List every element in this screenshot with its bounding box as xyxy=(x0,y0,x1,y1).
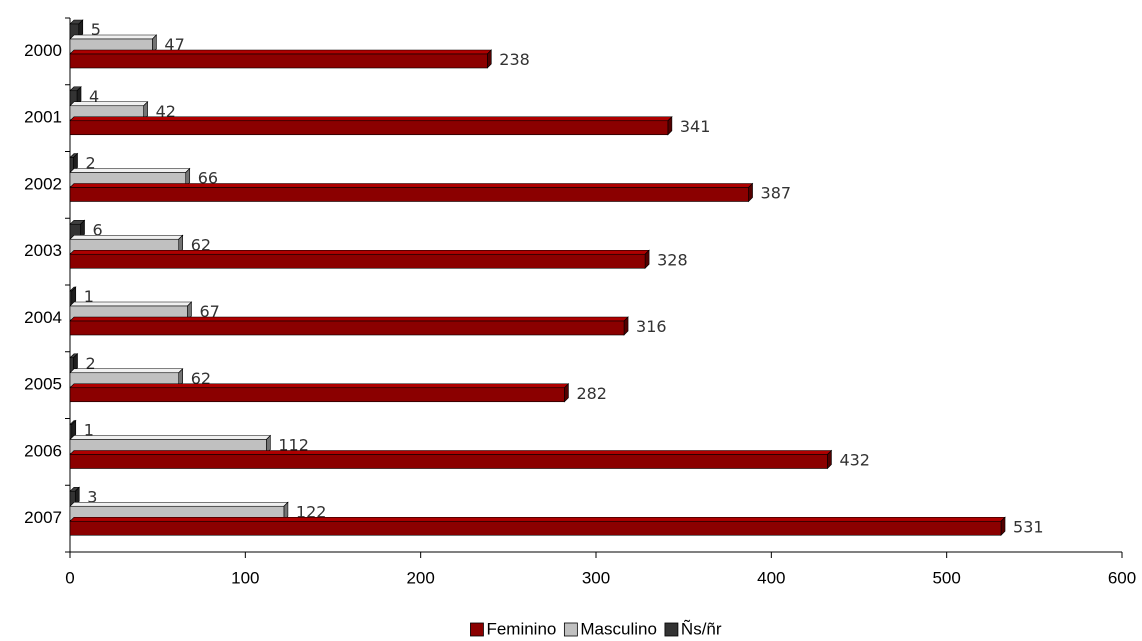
bar-top xyxy=(69,435,272,440)
bar-group xyxy=(69,19,84,39)
bar-group xyxy=(69,116,673,136)
data-label: 122 xyxy=(296,502,327,521)
x-tick-label: 0 xyxy=(65,568,74,587)
bar-group xyxy=(69,101,149,121)
data-label: 62 xyxy=(191,235,211,254)
bar-group xyxy=(69,182,754,203)
data-label: 387 xyxy=(761,184,792,203)
y-tick-label: 2004 xyxy=(24,308,62,327)
data-label: 316 xyxy=(636,317,667,336)
data-label: 238 xyxy=(499,50,530,69)
bar-group xyxy=(69,167,191,188)
bar xyxy=(69,387,565,403)
bar-top xyxy=(69,234,184,240)
bar-top xyxy=(69,516,1006,522)
bar xyxy=(69,320,625,336)
data-label: 282 xyxy=(576,384,607,403)
bar-group xyxy=(69,419,77,440)
bar-top xyxy=(69,168,191,173)
data-label: 6 xyxy=(93,220,103,239)
data-label: 1 xyxy=(84,421,94,440)
data-label: 66 xyxy=(198,169,218,188)
x-tick-label: 100 xyxy=(231,568,259,587)
y-tick-label: 2001 xyxy=(24,108,62,127)
legend-label: Ñs/ñr xyxy=(681,619,722,638)
bar-group xyxy=(69,49,493,69)
data-label: 1 xyxy=(84,287,94,306)
bar-top xyxy=(69,383,570,389)
bar-group xyxy=(69,353,79,373)
bar-top xyxy=(69,368,184,374)
y-tick-label: 2005 xyxy=(24,375,62,394)
bar-group xyxy=(69,249,650,269)
data-label: 328 xyxy=(657,250,688,269)
data-label: 42 xyxy=(156,102,176,121)
bar-group xyxy=(69,434,272,455)
bar-group xyxy=(69,449,833,470)
bar xyxy=(69,120,669,136)
bar xyxy=(69,520,1002,536)
bar xyxy=(69,253,646,269)
data-label: 67 xyxy=(199,302,219,321)
bar-top xyxy=(69,101,149,107)
y-tick-label: 2007 xyxy=(24,508,62,527)
bar-top xyxy=(69,249,650,255)
data-label: 432 xyxy=(839,451,870,470)
data-label: 62 xyxy=(191,369,211,388)
bar xyxy=(69,454,828,469)
legend-swatch xyxy=(664,622,679,637)
bar-group xyxy=(69,368,184,388)
bar-top xyxy=(69,34,158,40)
y-tick-label: 2000 xyxy=(24,41,62,60)
data-label: 3 xyxy=(87,487,97,506)
bar-top xyxy=(69,183,754,188)
data-label: 531 xyxy=(1013,517,1044,536)
bar-top xyxy=(69,450,833,455)
data-label: 5 xyxy=(91,20,101,39)
y-tick-label: 2002 xyxy=(24,174,62,193)
data-label: 4 xyxy=(89,87,99,106)
bar-group xyxy=(69,152,79,173)
bar-group xyxy=(69,501,289,521)
bar-top xyxy=(69,501,289,507)
x-tick-label: 500 xyxy=(932,568,960,587)
y-tick-label: 2006 xyxy=(24,441,62,460)
bar-group xyxy=(69,383,570,403)
x-tick-label: 300 xyxy=(582,568,610,587)
data-label: 2 xyxy=(86,154,96,173)
legend-swatch xyxy=(470,622,484,637)
bar xyxy=(69,290,73,306)
x-tick-label: 600 xyxy=(1108,568,1136,587)
x-tick-label: 200 xyxy=(406,568,434,587)
bar-group xyxy=(69,234,184,254)
bar xyxy=(69,187,749,202)
data-label: 112 xyxy=(278,436,309,455)
bar-top xyxy=(69,49,493,55)
data-label: 47 xyxy=(164,35,184,54)
y-tick-label: 2003 xyxy=(24,241,62,260)
bar-group xyxy=(69,516,1006,536)
data-label: 341 xyxy=(680,117,711,136)
bar-group xyxy=(69,316,629,336)
bar-top xyxy=(69,301,193,307)
bar xyxy=(69,424,73,439)
bar-top xyxy=(69,316,629,322)
legend: Feminino Masculino Ñs/ñr xyxy=(470,619,722,638)
legend-label: Masculino xyxy=(580,619,657,638)
legend-swatch xyxy=(563,622,578,637)
x-tick-label: 400 xyxy=(757,568,785,587)
bar-group xyxy=(69,86,82,106)
data-label: 2 xyxy=(86,354,96,373)
bar-group xyxy=(69,301,193,321)
bar-top xyxy=(69,116,673,122)
bar xyxy=(69,53,488,69)
legend-label: Feminino xyxy=(486,619,556,638)
